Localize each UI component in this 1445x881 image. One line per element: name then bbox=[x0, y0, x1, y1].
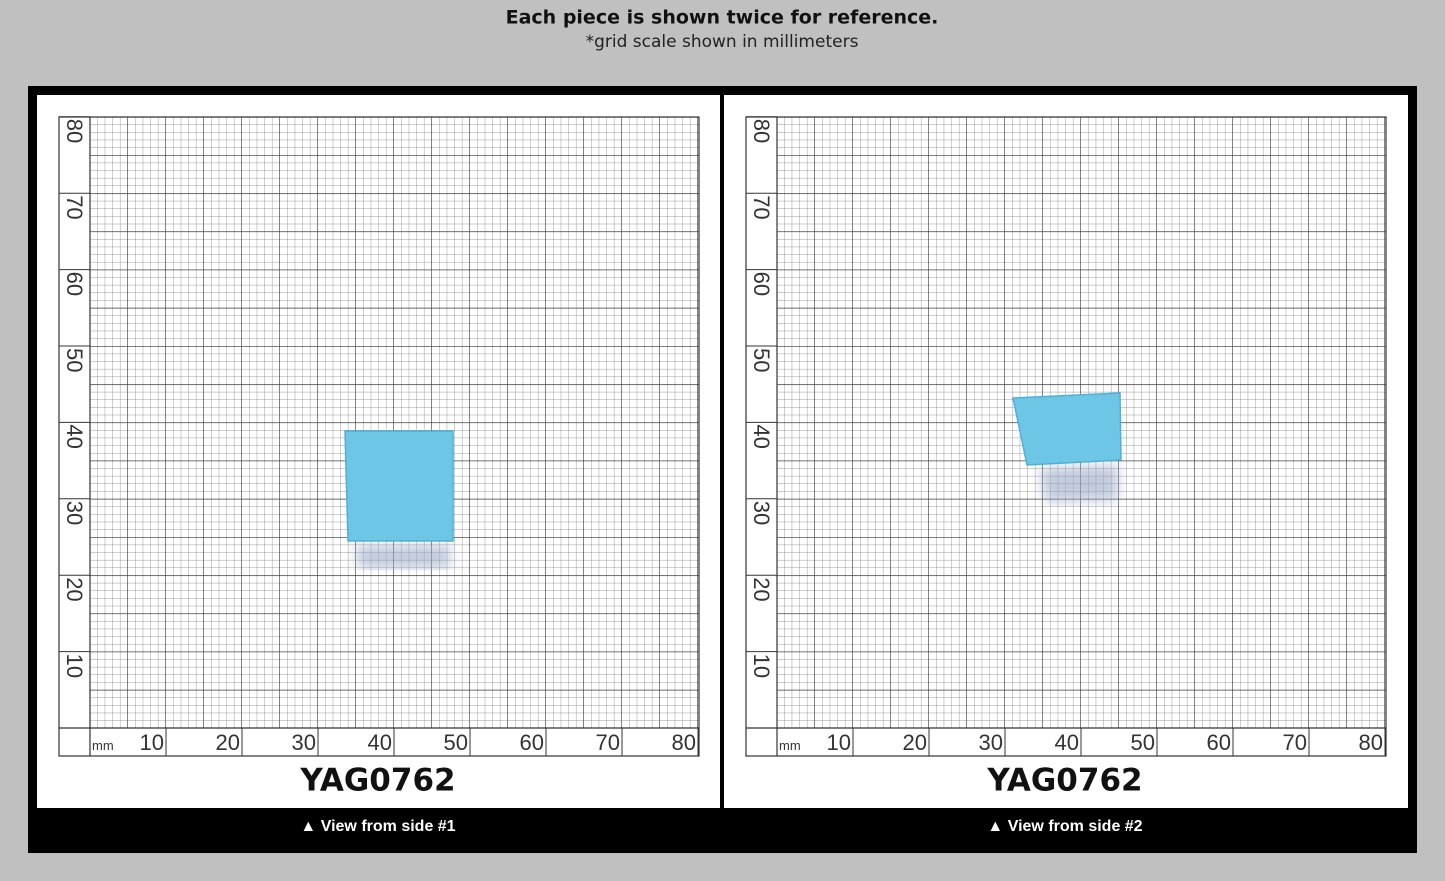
y-scale-label: 80 bbox=[749, 119, 774, 143]
x-scale-label: 80 bbox=[672, 730, 696, 755]
product-name: YAG0762 bbox=[986, 763, 1142, 799]
gem bbox=[344, 430, 454, 542]
x-scale-label: 70 bbox=[1283, 730, 1307, 755]
y-scale-label: 10 bbox=[749, 654, 774, 678]
x-scale-label: 20 bbox=[216, 730, 240, 755]
x-scale-label: 10 bbox=[140, 730, 164, 755]
y-scale-label: 20 bbox=[62, 577, 87, 601]
y-scale-label: 70 bbox=[62, 195, 87, 219]
y-scale-label: 10 bbox=[62, 654, 87, 678]
x-scale-label: 40 bbox=[1055, 730, 1079, 755]
y-scale-label: 30 bbox=[62, 501, 87, 525]
x-scale-label: 10 bbox=[827, 730, 851, 755]
unit-label: mm bbox=[92, 738, 114, 753]
x-scale-label: 40 bbox=[368, 730, 392, 755]
caption: ▲ View from side #2 bbox=[987, 818, 1142, 835]
y-scale-label: 30 bbox=[749, 501, 774, 525]
y-scale-label: 60 bbox=[62, 272, 87, 296]
subtitle: *grid scale shown in millimeters bbox=[586, 32, 859, 52]
x-scale-label: 20 bbox=[903, 730, 927, 755]
x-scale-label: 60 bbox=[1207, 730, 1231, 755]
caption: ▲ View from side #1 bbox=[300, 818, 455, 835]
grid-border bbox=[58, 116, 700, 757]
y-scale-label: 50 bbox=[62, 348, 87, 372]
x-scale-label: 30 bbox=[979, 730, 1003, 755]
title: Each piece is shown twice for reference. bbox=[506, 7, 939, 29]
product-name: YAG0762 bbox=[299, 763, 455, 799]
y-scale-label: 60 bbox=[749, 272, 774, 296]
unit-label: mm bbox=[779, 738, 801, 753]
grid-border bbox=[745, 116, 1387, 757]
x-scale-label: 80 bbox=[1359, 730, 1383, 755]
gem bbox=[1012, 392, 1122, 466]
y-scale-label: 40 bbox=[749, 424, 774, 448]
x-scale-label: 30 bbox=[292, 730, 316, 755]
shadow bbox=[1040, 465, 1118, 502]
x-scale-label: 50 bbox=[444, 730, 468, 755]
y-scale-label: 50 bbox=[749, 348, 774, 372]
x-scale-label: 70 bbox=[596, 730, 620, 755]
y-scale-label: 40 bbox=[62, 424, 87, 448]
x-scale-label: 60 bbox=[520, 730, 544, 755]
grid-major bbox=[90, 117, 699, 728]
y-scale-label: 70 bbox=[749, 195, 774, 219]
x-scale-label: 50 bbox=[1131, 730, 1155, 755]
y-scale-label: 80 bbox=[62, 119, 87, 143]
y-scale-label: 20 bbox=[749, 577, 774, 601]
shadow bbox=[355, 545, 450, 568]
